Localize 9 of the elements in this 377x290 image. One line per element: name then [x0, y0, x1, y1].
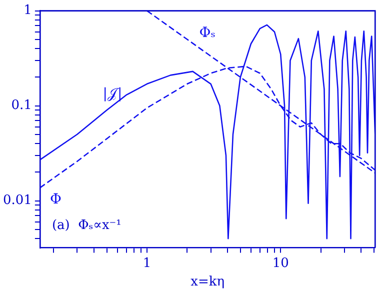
series-label: |𝒥|: [102, 86, 122, 102]
x-tick-label: 10: [272, 256, 289, 271]
y-tick-label: 0.01: [2, 193, 32, 208]
y-tick-label: 0.1: [11, 98, 32, 114]
series-label: Φₛ: [199, 25, 216, 42]
y-tick-label: 1: [24, 3, 32, 18]
x-axis-title: x=kη: [190, 274, 224, 290]
annotation: (a) Φₛ∝x⁻¹: [52, 218, 122, 234]
series-label: Φ: [50, 191, 62, 208]
